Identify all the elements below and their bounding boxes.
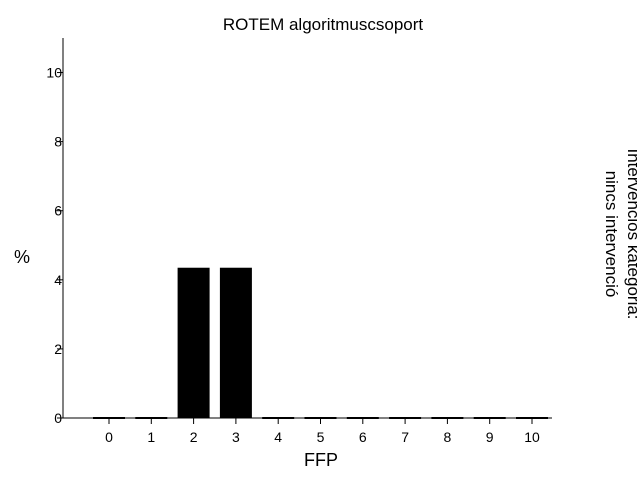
x-tick-label: 5: [317, 429, 325, 445]
bars-layer: [93, 267, 548, 419]
panel-label: Intervenciós kategória: nincs intervenci…: [602, 148, 637, 319]
y-tick-label: 0: [54, 410, 62, 426]
panel-label-line1: Intervenciós kategória:: [624, 148, 637, 319]
chart-title: ROTEM algoritmuscsoport: [223, 15, 424, 34]
bar: [177, 267, 210, 418]
x-tick-label: 7: [401, 429, 409, 445]
y-tick-label: 2: [54, 341, 62, 357]
x-axis-title: FFP: [304, 450, 338, 470]
x-tick-label: 0: [105, 429, 113, 445]
panel-label-line2: nincs intervenció: [602, 171, 621, 298]
y-tick-label: 10: [46, 65, 62, 81]
x-tick-label: 1: [147, 429, 155, 445]
y-tick-label: 8: [54, 134, 62, 150]
y-tick-label: 6: [54, 203, 62, 219]
axes-layer: 0 2 4 6 8 10 0 1 2 3 4 5 6 7 8 9 10: [46, 38, 552, 445]
x-tick-label: 9: [486, 429, 494, 445]
x-tick-label: 8: [444, 429, 452, 445]
x-tick-label: 10: [524, 429, 540, 445]
bar: [219, 267, 252, 418]
y-tick-label: 4: [54, 272, 62, 288]
x-tick-label: 6: [359, 429, 367, 445]
x-tick-label: 3: [232, 429, 240, 445]
x-tick-label: 4: [274, 429, 282, 445]
x-tick-label: 2: [190, 429, 198, 445]
y-axis-title: %: [14, 247, 30, 267]
